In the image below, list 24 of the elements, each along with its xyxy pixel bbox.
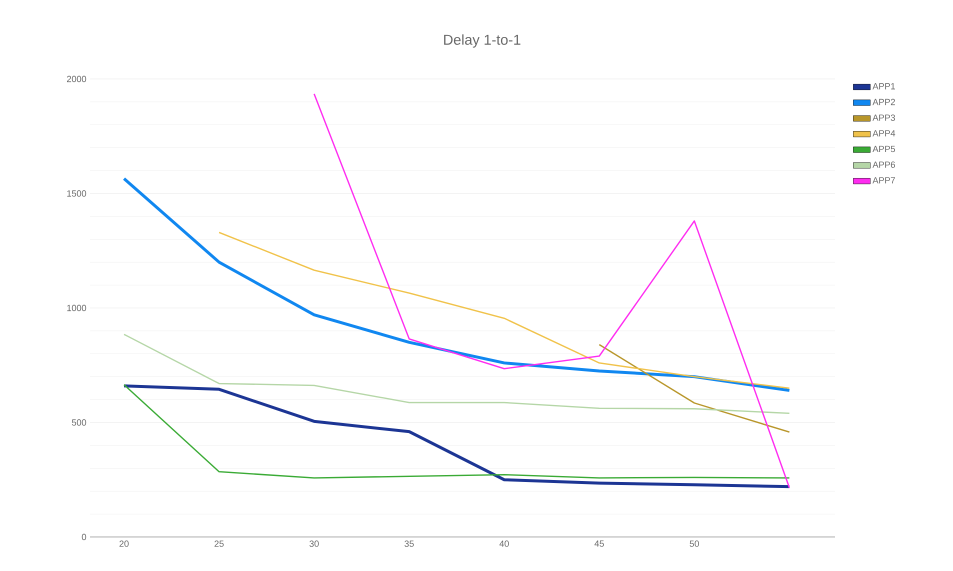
legend-label: APP1: [872, 83, 895, 90]
legend-label: APP5: [872, 146, 896, 152]
x-tick-label: 25: [214, 540, 224, 547]
legend-label: APP3: [872, 114, 896, 121]
legend-label: APP4: [872, 130, 896, 136]
legend-label: APP7: [872, 177, 895, 184]
y-tick-label: 2000: [66, 76, 86, 82]
line-series: [122, 177, 791, 392]
x-tick-label: 40: [499, 540, 509, 547]
line-series: [218, 232, 790, 389]
legend-label: APP2: [872, 98, 895, 106]
x-tick-label: 20: [120, 540, 129, 547]
x-tick-label: 30: [309, 540, 319, 547]
y-tick-label: 1500: [67, 190, 86, 197]
y-tick-label: 500: [72, 419, 86, 426]
y-tick-label: 0: [82, 534, 86, 540]
chart-title: Delay 1-to-1: [444, 34, 520, 48]
legend-label: APP6: [872, 162, 896, 168]
y-tick-label: 1000: [67, 304, 86, 312]
line-series: [313, 93, 790, 488]
x-tick-label: 50: [690, 540, 699, 547]
line-series: [123, 334, 790, 414]
x-tick-label: 35: [404, 540, 414, 547]
x-tick-label: 45: [594, 540, 604, 547]
